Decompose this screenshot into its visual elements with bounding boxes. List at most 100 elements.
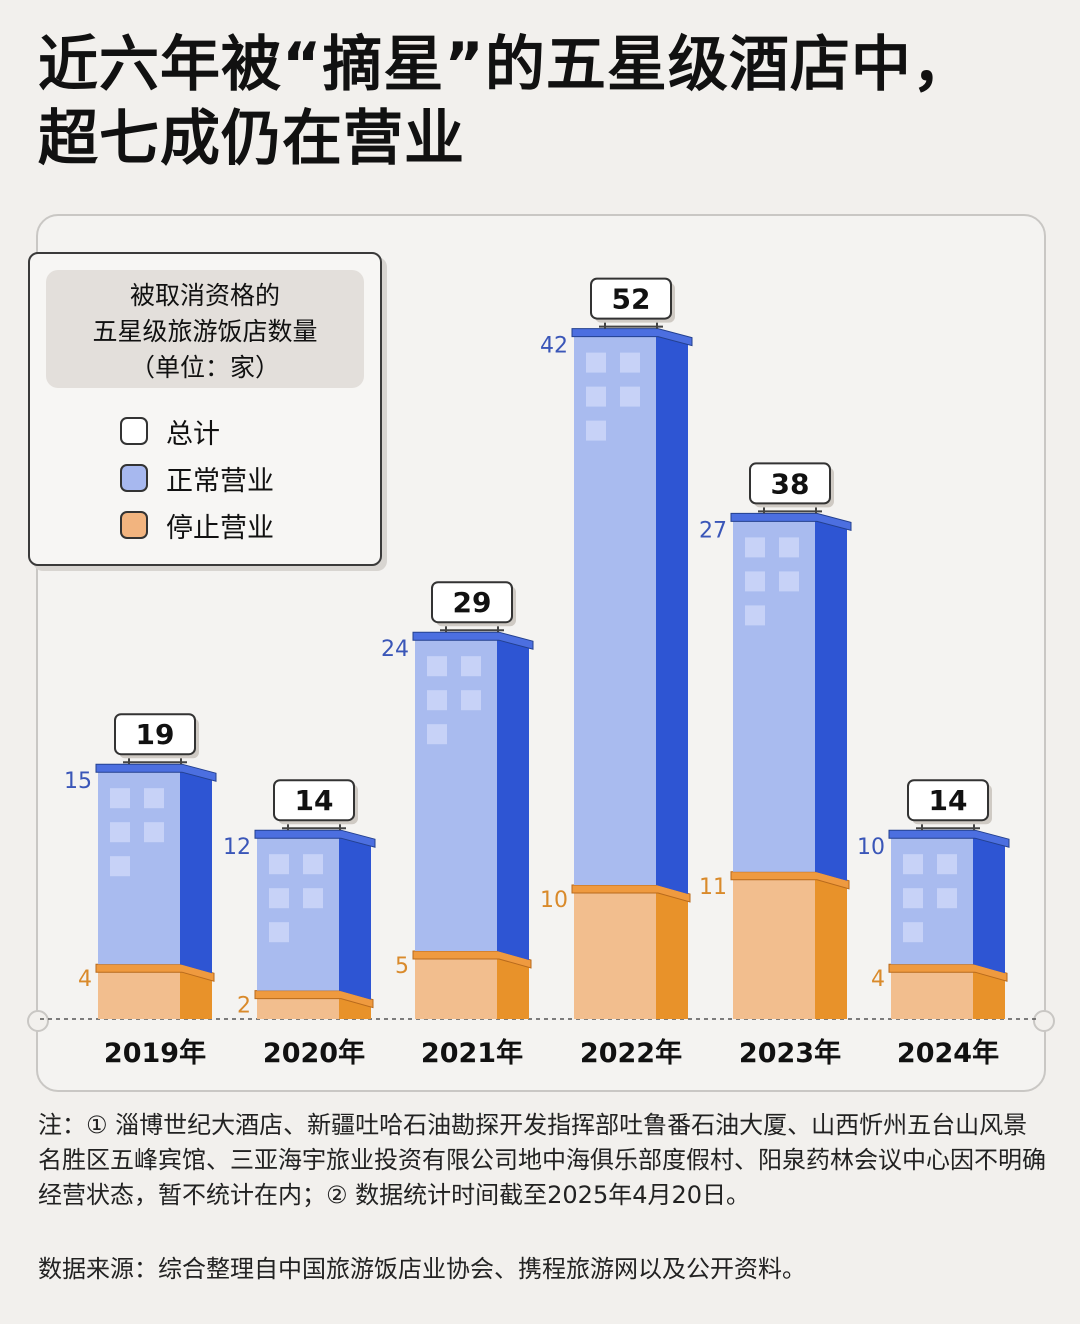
title-line-1: 近六年被“摘星”的五星级酒店中， [38, 30, 973, 100]
data-source: 数据来源：综合整理自中国旅游饭店业协会、携程旅游网以及公开资料。 [38, 1255, 806, 1283]
footnote: 注：① 淄博世纪大酒店、新疆吐哈石油勘探开发指挥部吐鲁番石油大厦、山西忻州五台山… [38, 1111, 1046, 1209]
window-2021年-1 [461, 656, 481, 677]
window-2021年-4 [427, 724, 447, 745]
legend-title-line-2: 五星级旅游饭店数量 [92, 317, 318, 346]
window-2023年-4 [745, 605, 765, 626]
bar-closed-2023年 [733, 873, 815, 1019]
window-2024年-2 [903, 888, 923, 909]
open-label-2024年: 10 [857, 835, 885, 860]
window-2024年-1 [937, 854, 957, 875]
closed-label-2023年: 11 [699, 875, 727, 900]
total-label-2023年: 38 [771, 467, 810, 500]
sign-board-2024年 [907, 779, 989, 822]
window-2022年-1 [620, 352, 640, 373]
open-label-2019年: 15 [64, 769, 92, 794]
open-label-2022年: 42 [540, 334, 568, 359]
legend-swatch-closed [120, 511, 148, 539]
open-label-2021年: 24 [381, 637, 409, 662]
legend-label-total: 总计 [166, 418, 220, 450]
bar-open-side-2023年 [815, 517, 847, 881]
window-2020年-3 [303, 888, 323, 909]
window-2021年-3 [461, 690, 481, 711]
bar-closed-side-2023年 [815, 873, 847, 1019]
bar-group-2022年 [571, 277, 693, 1019]
bar-open-side-2022年 [656, 332, 688, 895]
legend-title-line-1: 被取消资格的 [129, 281, 280, 310]
legend-label-operating: 正常营业 [166, 465, 274, 497]
window-2022年-4 [586, 420, 606, 441]
total-label-2024年: 14 [929, 784, 968, 817]
bar-closed-2019年 [98, 966, 180, 1019]
window-2023年-2 [745, 571, 765, 592]
open-label-2023年: 27 [699, 518, 727, 543]
legend-label-closed: 停止营业 [166, 512, 274, 544]
sign-board-2019年 [114, 713, 196, 756]
window-2019年-1 [144, 788, 164, 809]
bar-group-2023年 [730, 462, 852, 1019]
legend-item-closed: 停止营业 [120, 508, 274, 544]
bar-group-2020年 [254, 779, 376, 1019]
bar-open-2022年 [574, 332, 656, 886]
legend: 被取消资格的 五星级旅游饭店数量 （单位：家） 总计 正常营业 停止营业 [28, 252, 382, 566]
bar-open-side-2020年 [339, 834, 371, 1000]
window-2024年-4 [903, 922, 923, 943]
closed-label-2020年: 2 [237, 994, 251, 1019]
window-2019年-2 [110, 822, 130, 843]
bar-open-side-2019年 [180, 768, 212, 974]
legend-title-line-3: （单位：家） [129, 353, 280, 382]
sign-board-2020年 [273, 779, 355, 822]
bar-closed-2021年 [415, 953, 497, 1019]
category-label-2020年: 2020年 [263, 1037, 365, 1069]
total-label-2021年: 29 [453, 586, 492, 619]
window-2023年-0 [745, 537, 765, 558]
sign-board-2023年 [749, 462, 831, 505]
frame-notch-right [1033, 1010, 1055, 1032]
frame-notch-left [27, 1010, 49, 1032]
bar-group-2021年 [412, 581, 534, 1019]
window-2021年-2 [427, 690, 447, 711]
closed-label-2019年: 4 [78, 967, 92, 992]
legend-title: 被取消资格的 五星级旅游饭店数量 （单位：家） [46, 270, 364, 388]
legend-item-total: 总计 [120, 414, 220, 450]
bar-open-2023年 [733, 517, 815, 872]
window-2022年-3 [620, 386, 640, 407]
bar-closed-side-2024年 [973, 966, 1005, 1019]
bar-closed-side-2019年 [180, 966, 212, 1019]
window-2019年-4 [110, 856, 130, 877]
window-2020年-1 [303, 854, 323, 875]
total-label-2022年: 52 [612, 283, 651, 316]
window-2023年-1 [779, 537, 799, 558]
bar-closed-2024年 [891, 966, 973, 1019]
bar-group-2024年 [888, 779, 1010, 1019]
category-label-2024年: 2024年 [897, 1037, 999, 1069]
bar-open-side-2024年 [973, 834, 1005, 974]
window-2024年-3 [937, 888, 957, 909]
bar-open-side-2021年 [497, 636, 529, 960]
bar-closed-side-2021年 [497, 953, 529, 1019]
category-label-2022年: 2022年 [580, 1037, 682, 1069]
legend-swatch-operating [120, 464, 148, 492]
sign-board-2022年 [590, 277, 672, 320]
legend-swatch-total [120, 417, 148, 445]
window-2020年-4 [269, 922, 289, 943]
closed-label-2024年: 4 [871, 967, 885, 992]
window-2024年-0 [903, 854, 923, 875]
window-2020年-2 [269, 888, 289, 909]
window-2019年-0 [110, 788, 130, 809]
window-2020年-0 [269, 854, 289, 875]
window-2021年-0 [427, 656, 447, 677]
total-label-2019年: 19 [136, 718, 175, 751]
bar-closed-side-2022年 [656, 887, 688, 1019]
total-label-2020年: 14 [295, 784, 334, 817]
legend-item-operating: 正常营业 [120, 461, 274, 497]
closed-label-2022年: 10 [540, 888, 568, 913]
title-line-2: 超七成仍在营业 [38, 104, 465, 174]
open-label-2020年: 12 [223, 835, 251, 860]
bar-group-2019年 [95, 713, 217, 1019]
window-2023年-3 [779, 571, 799, 592]
closed-label-2021年: 5 [395, 954, 409, 979]
window-2022年-0 [586, 352, 606, 373]
category-label-2019年: 2019年 [104, 1037, 206, 1069]
page-title: 近六年被“摘星”的五星级酒店中， 超七成仍在营业 [38, 28, 1058, 176]
window-2022年-2 [586, 386, 606, 407]
